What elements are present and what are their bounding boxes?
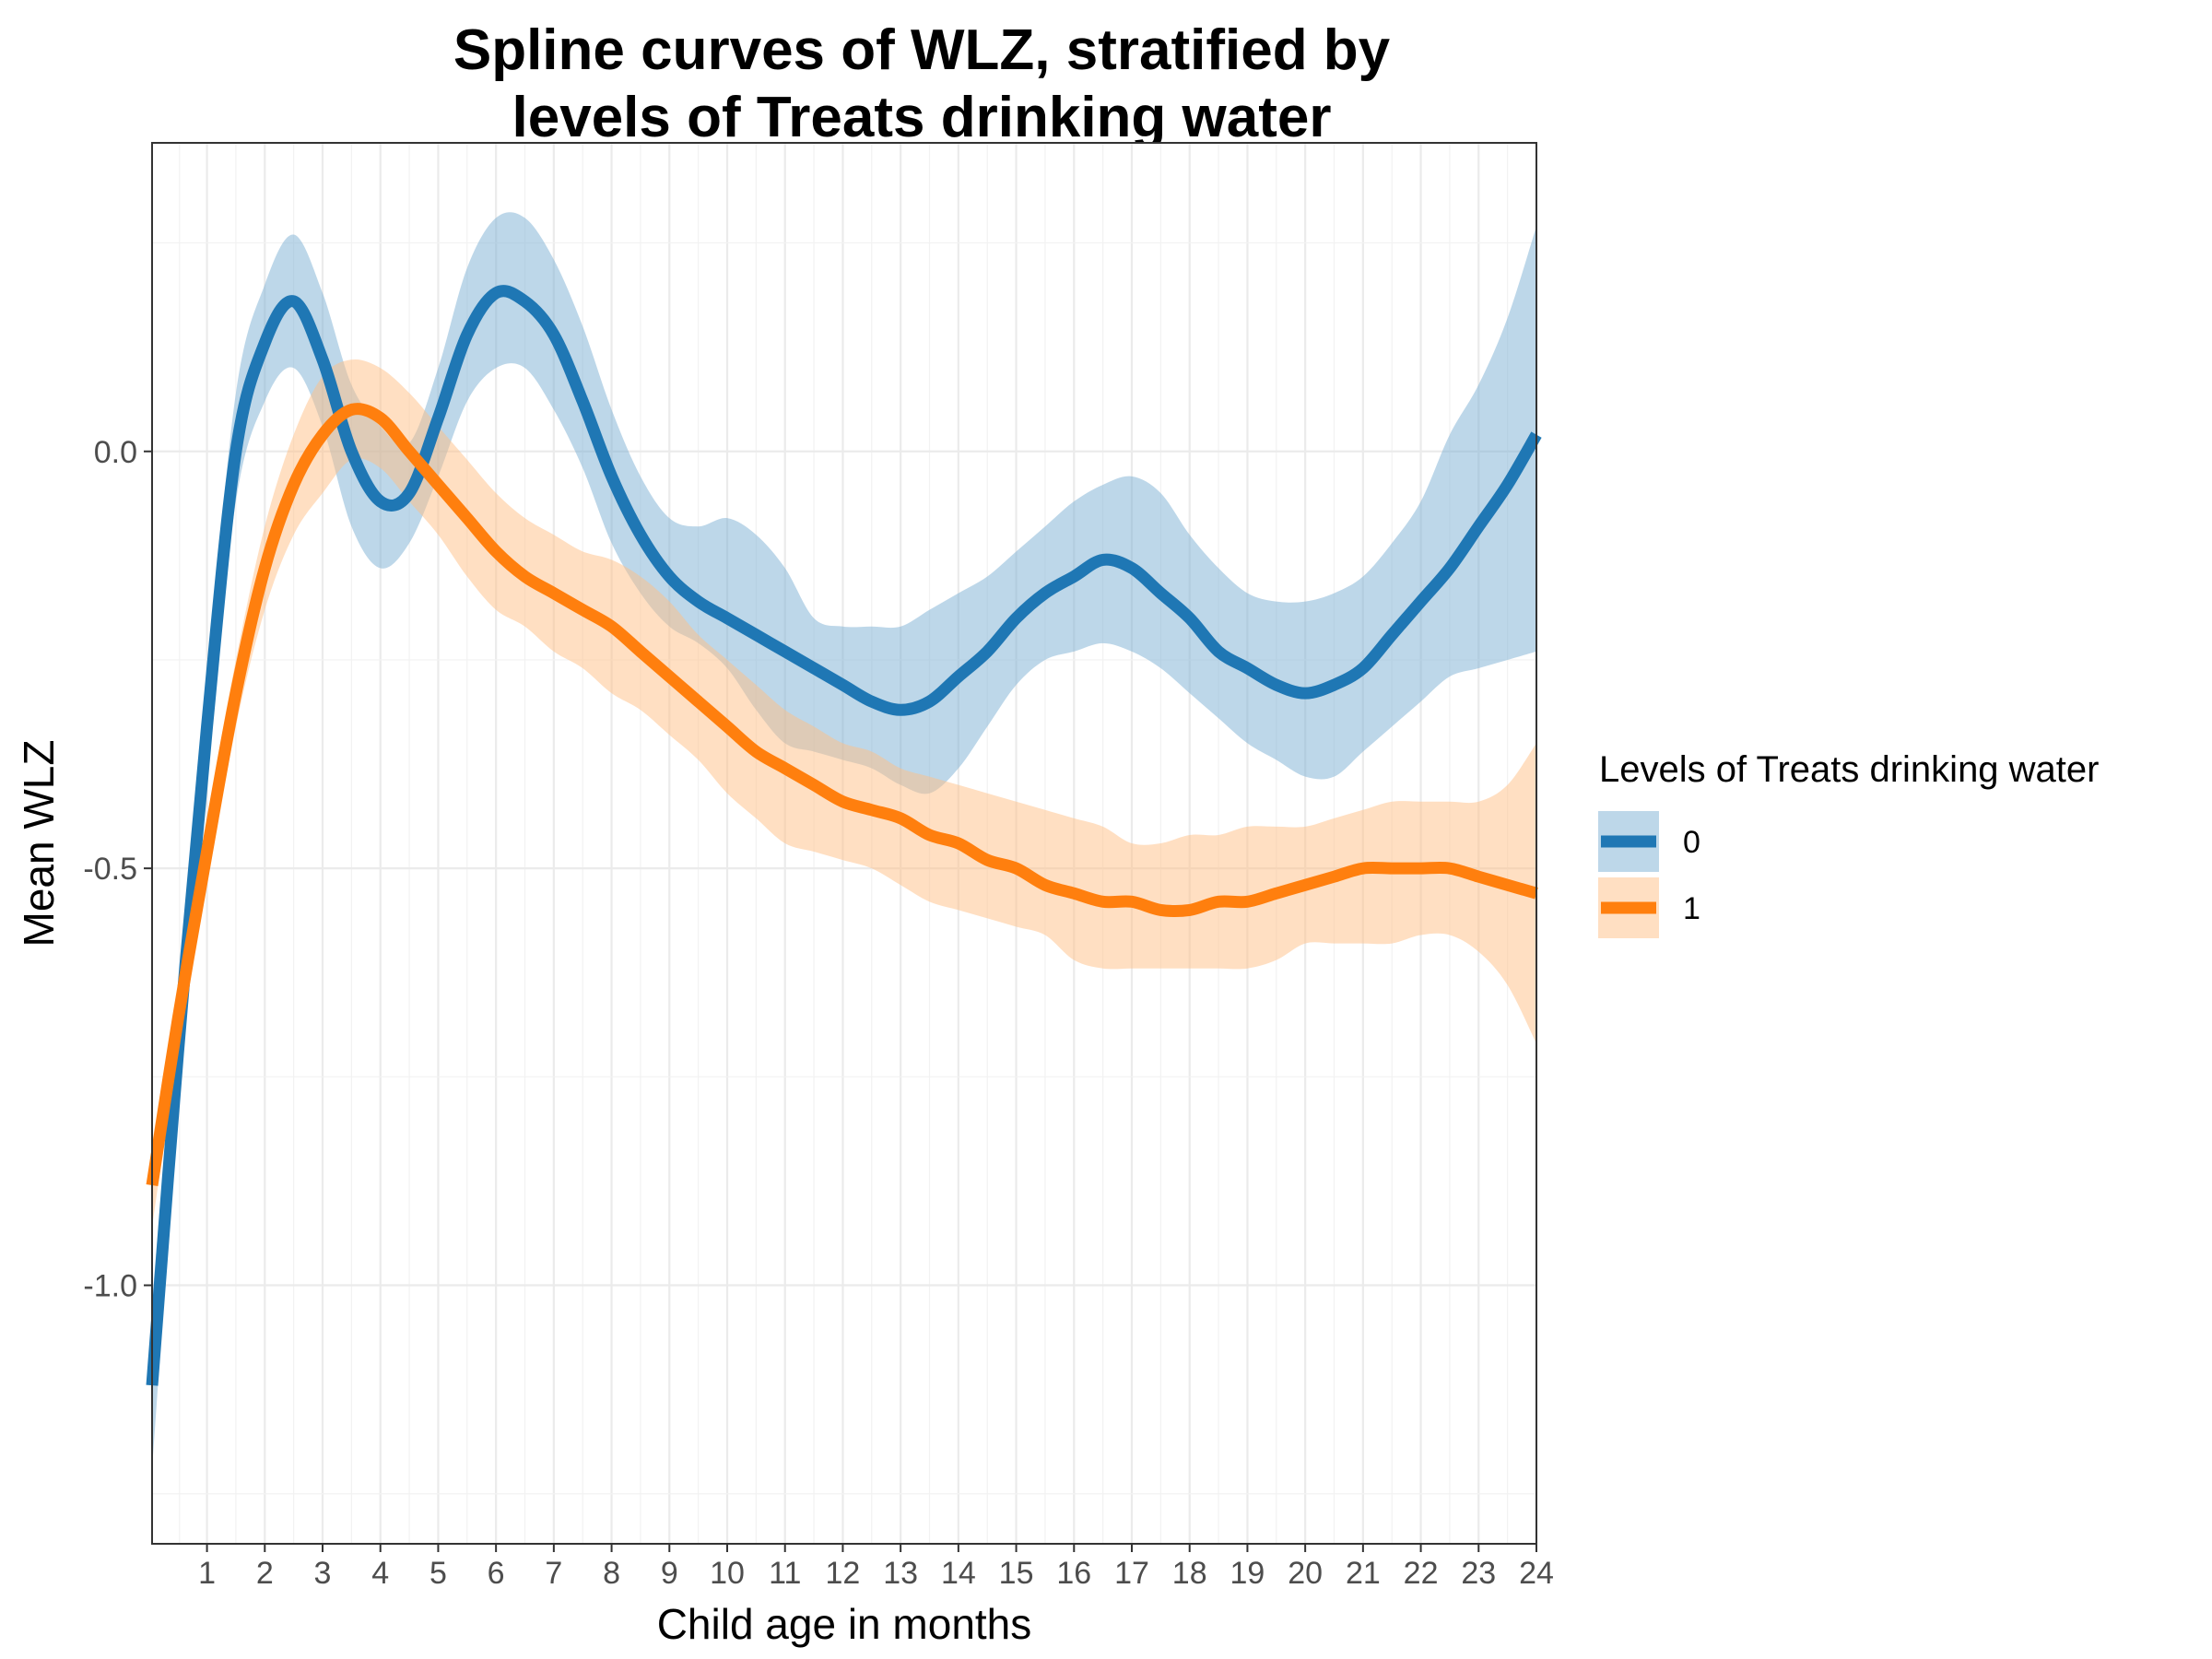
y-axis-title: Mean WLZ	[15, 740, 63, 947]
legend-label-1: 1	[1683, 891, 1700, 926]
x-axis-title: Child age in months	[657, 1600, 1032, 1648]
chart-title-line-2: levels of Treats drinking water	[512, 86, 1332, 149]
x-tick-label: 17	[1114, 1556, 1149, 1591]
spline-lines	[146, 285, 1542, 1386]
chart-title: Spline curves of WLZ, stratified by leve…	[453, 18, 1391, 149]
x-tick-label: 22	[1404, 1556, 1439, 1591]
x-tick-label: 15	[999, 1556, 1034, 1591]
x-tick-label: 9	[661, 1556, 678, 1591]
y-tick-label: 0.0	[94, 435, 137, 470]
x-tick-label: 23	[1461, 1556, 1496, 1591]
y-axis-ticks: 0.0 -0.5 -1.0	[83, 435, 152, 1304]
plot-panel-border	[151, 142, 1537, 1545]
x-tick-label: 13	[883, 1556, 918, 1591]
x-tick-label: 8	[603, 1556, 620, 1591]
legend-label-0: 0	[1683, 825, 1700, 860]
x-tick-label: 3	[314, 1556, 332, 1591]
legend-items: 01	[1598, 811, 1700, 938]
x-axis-ticks: 1 2 3 4 5 6 7 8 9 10 11 12 13 14 15 16 17 18 19 20 21 22 23 24	[198, 1544, 1554, 1591]
x-tick-label: 16	[1056, 1556, 1091, 1591]
x-tick-label: 19	[1230, 1556, 1265, 1591]
legend: Levels of Treats drinking water 01	[1598, 749, 2099, 938]
x-tick-label: 4	[371, 1556, 389, 1591]
spline-line-series-0	[146, 285, 1542, 1386]
x-tick-label: 1	[198, 1556, 216, 1591]
y-tick-label: -1.0	[83, 1269, 137, 1304]
chart-title-line-1: Spline curves of WLZ, stratified by	[453, 18, 1391, 82]
confidence-band-series-0	[152, 212, 1536, 1469]
x-tick-label: 18	[1172, 1556, 1207, 1591]
spline-line-series-1	[146, 403, 1538, 1186]
x-tick-label: 21	[1346, 1556, 1381, 1591]
confidence-bands	[152, 212, 1536, 1469]
x-tick-label: 11	[769, 1556, 801, 1591]
x-tick-label: 24	[1519, 1556, 1554, 1591]
x-tick-label: 10	[710, 1556, 745, 1591]
x-tick-label: 20	[1288, 1556, 1323, 1591]
y-tick-label: -0.5	[83, 852, 137, 887]
x-tick-label: 12	[826, 1556, 861, 1591]
legend-title: Levels of Treats drinking water	[1599, 749, 2099, 790]
x-tick-label: 14	[941, 1556, 976, 1591]
x-tick-label: 6	[488, 1556, 505, 1591]
x-tick-label: 2	[256, 1556, 274, 1591]
confidence-band-series-1	[152, 359, 1536, 1228]
x-tick-label: 5	[429, 1556, 447, 1591]
x-tick-label: 7	[545, 1556, 562, 1591]
